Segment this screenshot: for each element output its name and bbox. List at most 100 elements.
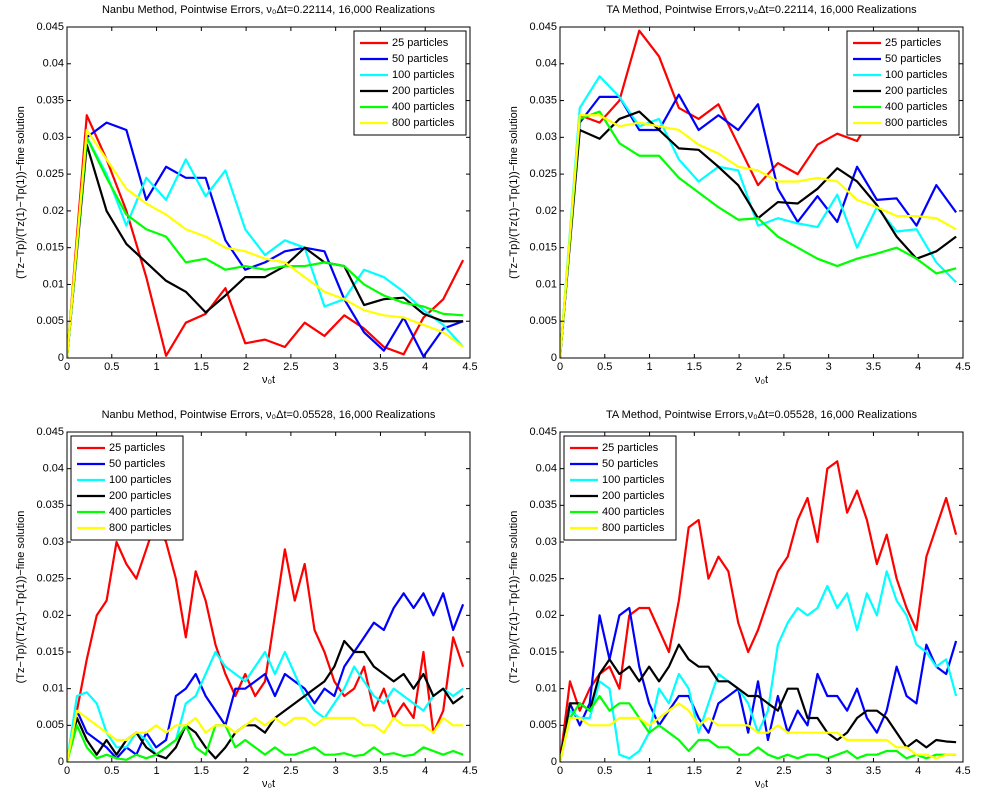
axes-box bbox=[66, 431, 471, 763]
y-tick-label: 0.01 bbox=[536, 278, 557, 290]
chart-panel: 0 0.5 1 1.5 2 2.5 3 3.5 4 4.5 0 0.005 0.01 0.015 0.02 0… bbox=[15, 4, 478, 386]
x-tick-label: 1 bbox=[153, 361, 159, 373]
y-tick-label: 0.035 bbox=[529, 94, 557, 106]
legend-label: 400 particles bbox=[885, 101, 948, 113]
series-line bbox=[560, 460, 958, 762]
x-tick-label: 4.5 bbox=[955, 765, 970, 777]
x-tick-label: 2 bbox=[736, 765, 742, 777]
y-tick-label: 0 bbox=[58, 756, 64, 768]
series-line bbox=[560, 75, 957, 358]
legend-label: 800 particles bbox=[885, 117, 948, 129]
x-tick-label: 2.5 bbox=[283, 765, 298, 777]
x-tick-label: 0 bbox=[557, 361, 563, 373]
y-tick-label: 0.03 bbox=[536, 536, 557, 548]
series-line bbox=[67, 114, 465, 358]
legend-label: 100 particles bbox=[392, 69, 455, 81]
series-line bbox=[67, 592, 465, 762]
y-tick-label: 0.01 bbox=[43, 278, 64, 290]
y-tick-label: 0.04 bbox=[536, 463, 557, 475]
y-tick-label: 0.01 bbox=[43, 683, 64, 695]
legend-label: 800 particles bbox=[392, 117, 455, 129]
x-tick-label: 1.5 bbox=[687, 765, 702, 777]
series-line bbox=[67, 121, 464, 358]
chart-title: TA Method, Pointwise Errors,ν₀Δt=0.22114… bbox=[606, 4, 917, 16]
x-tick-label: 2.5 bbox=[776, 765, 791, 777]
axes-box bbox=[66, 26, 471, 359]
series-line bbox=[67, 136, 464, 358]
x-tick-label: 2 bbox=[243, 765, 249, 777]
legend-label: 400 particles bbox=[392, 101, 455, 113]
legend-box bbox=[846, 30, 960, 136]
legend-label: 200 particles bbox=[602, 490, 665, 502]
legend-label: 100 particles bbox=[602, 474, 665, 486]
y-tick-label: 0.025 bbox=[529, 573, 557, 585]
legend-label: 200 particles bbox=[392, 85, 455, 97]
x-tick-label: 1 bbox=[153, 765, 159, 777]
x-tick-label: 0.5 bbox=[104, 361, 119, 373]
x-tick-label: 2 bbox=[736, 361, 742, 373]
legend-label: 400 particles bbox=[109, 506, 172, 518]
series-line bbox=[67, 650, 464, 762]
legend-box bbox=[353, 30, 467, 136]
x-tick-label: 3 bbox=[826, 361, 832, 373]
legend-box bbox=[563, 435, 677, 541]
legend-label: 50 particles bbox=[885, 53, 942, 65]
legend-label: 100 particles bbox=[109, 474, 172, 486]
series-line bbox=[67, 724, 464, 762]
x-tick-label: 1.5 bbox=[194, 361, 209, 373]
axes-box bbox=[559, 431, 964, 763]
legend-label: 800 particles bbox=[602, 522, 665, 534]
y-axis-label: (Tz−Tp)/(Tz(1)−Tp(1))−fine solution bbox=[15, 106, 27, 279]
chart-panel: 0 0.5 1 1.5 2 2.5 3 3.5 4 4.5 0 0.005 0.01 0.015 0.02 0… bbox=[15, 409, 478, 790]
y-tick-label: 0.045 bbox=[529, 426, 557, 438]
y-tick-label: 0.04 bbox=[43, 463, 64, 475]
y-tick-label: 0.015 bbox=[36, 646, 64, 658]
x-tick-label: 0.5 bbox=[104, 765, 119, 777]
y-tick-label: 0.03 bbox=[43, 131, 64, 143]
x-tick-label: 1 bbox=[646, 765, 652, 777]
x-tick-label: 2.5 bbox=[283, 361, 298, 373]
series-line bbox=[67, 709, 464, 762]
x-tick-label: 0.5 bbox=[597, 765, 612, 777]
y-axis-label: (Tz−Tp)/(Tz(1)−Tp(1))−fine solution bbox=[508, 511, 520, 684]
y-tick-label: 0 bbox=[58, 352, 64, 364]
x-tick-label: 3 bbox=[826, 765, 832, 777]
y-tick-label: 0.015 bbox=[529, 242, 557, 254]
y-tick-label: 0.015 bbox=[529, 646, 557, 658]
y-tick-label: 0.045 bbox=[36, 426, 64, 438]
x-tick-label: 3.5 bbox=[373, 765, 388, 777]
x-tick-label: 4 bbox=[422, 765, 428, 777]
y-tick-label: 0.04 bbox=[536, 58, 557, 70]
x-tick-label: 4 bbox=[915, 765, 921, 777]
y-tick-label: 0.035 bbox=[36, 499, 64, 511]
legend-label: 25 particles bbox=[109, 442, 166, 454]
x-axis-label: ν₀t bbox=[262, 778, 275, 790]
x-axis-label: ν₀t bbox=[755, 374, 768, 386]
chart-title: TA Method, Pointwise Errors,ν₀Δt=0.05528… bbox=[606, 409, 918, 421]
y-tick-label: 0.02 bbox=[43, 205, 64, 217]
legend-label: 25 particles bbox=[602, 442, 659, 454]
y-tick-label: 0.035 bbox=[529, 499, 557, 511]
x-tick-label: 0.5 bbox=[597, 361, 612, 373]
y-tick-label: 0.025 bbox=[36, 573, 64, 585]
x-tick-label: 1.5 bbox=[687, 361, 702, 373]
x-axis-label: ν₀t bbox=[262, 374, 275, 386]
x-tick-label: 3 bbox=[333, 361, 339, 373]
x-tick-label: 4 bbox=[422, 361, 428, 373]
y-tick-label: 0.005 bbox=[529, 315, 557, 327]
x-tick-label: 4.5 bbox=[462, 765, 477, 777]
y-tick-label: 0.01 bbox=[536, 683, 557, 695]
x-tick-label: 3.5 bbox=[866, 361, 881, 373]
y-axis-label: (Tz−Tp)/(Tz(1)−Tp(1))−fine solution bbox=[15, 511, 27, 684]
x-axis-label: ν₀t bbox=[755, 778, 768, 790]
series-line bbox=[67, 136, 464, 358]
series-line bbox=[560, 694, 957, 762]
chart-panel: 0 0.5 1 1.5 2 2.5 3 3.5 4 4.5 0 0.005 0.01 0.015 0.02 0… bbox=[508, 4, 971, 386]
y-tick-label: 0.02 bbox=[43, 609, 64, 621]
y-tick-label: 0.02 bbox=[536, 609, 557, 621]
x-tick-label: 1 bbox=[646, 361, 652, 373]
y-tick-label: 0.045 bbox=[36, 21, 64, 33]
x-tick-label: 4.5 bbox=[955, 361, 970, 373]
x-tick-label: 0 bbox=[64, 361, 70, 373]
